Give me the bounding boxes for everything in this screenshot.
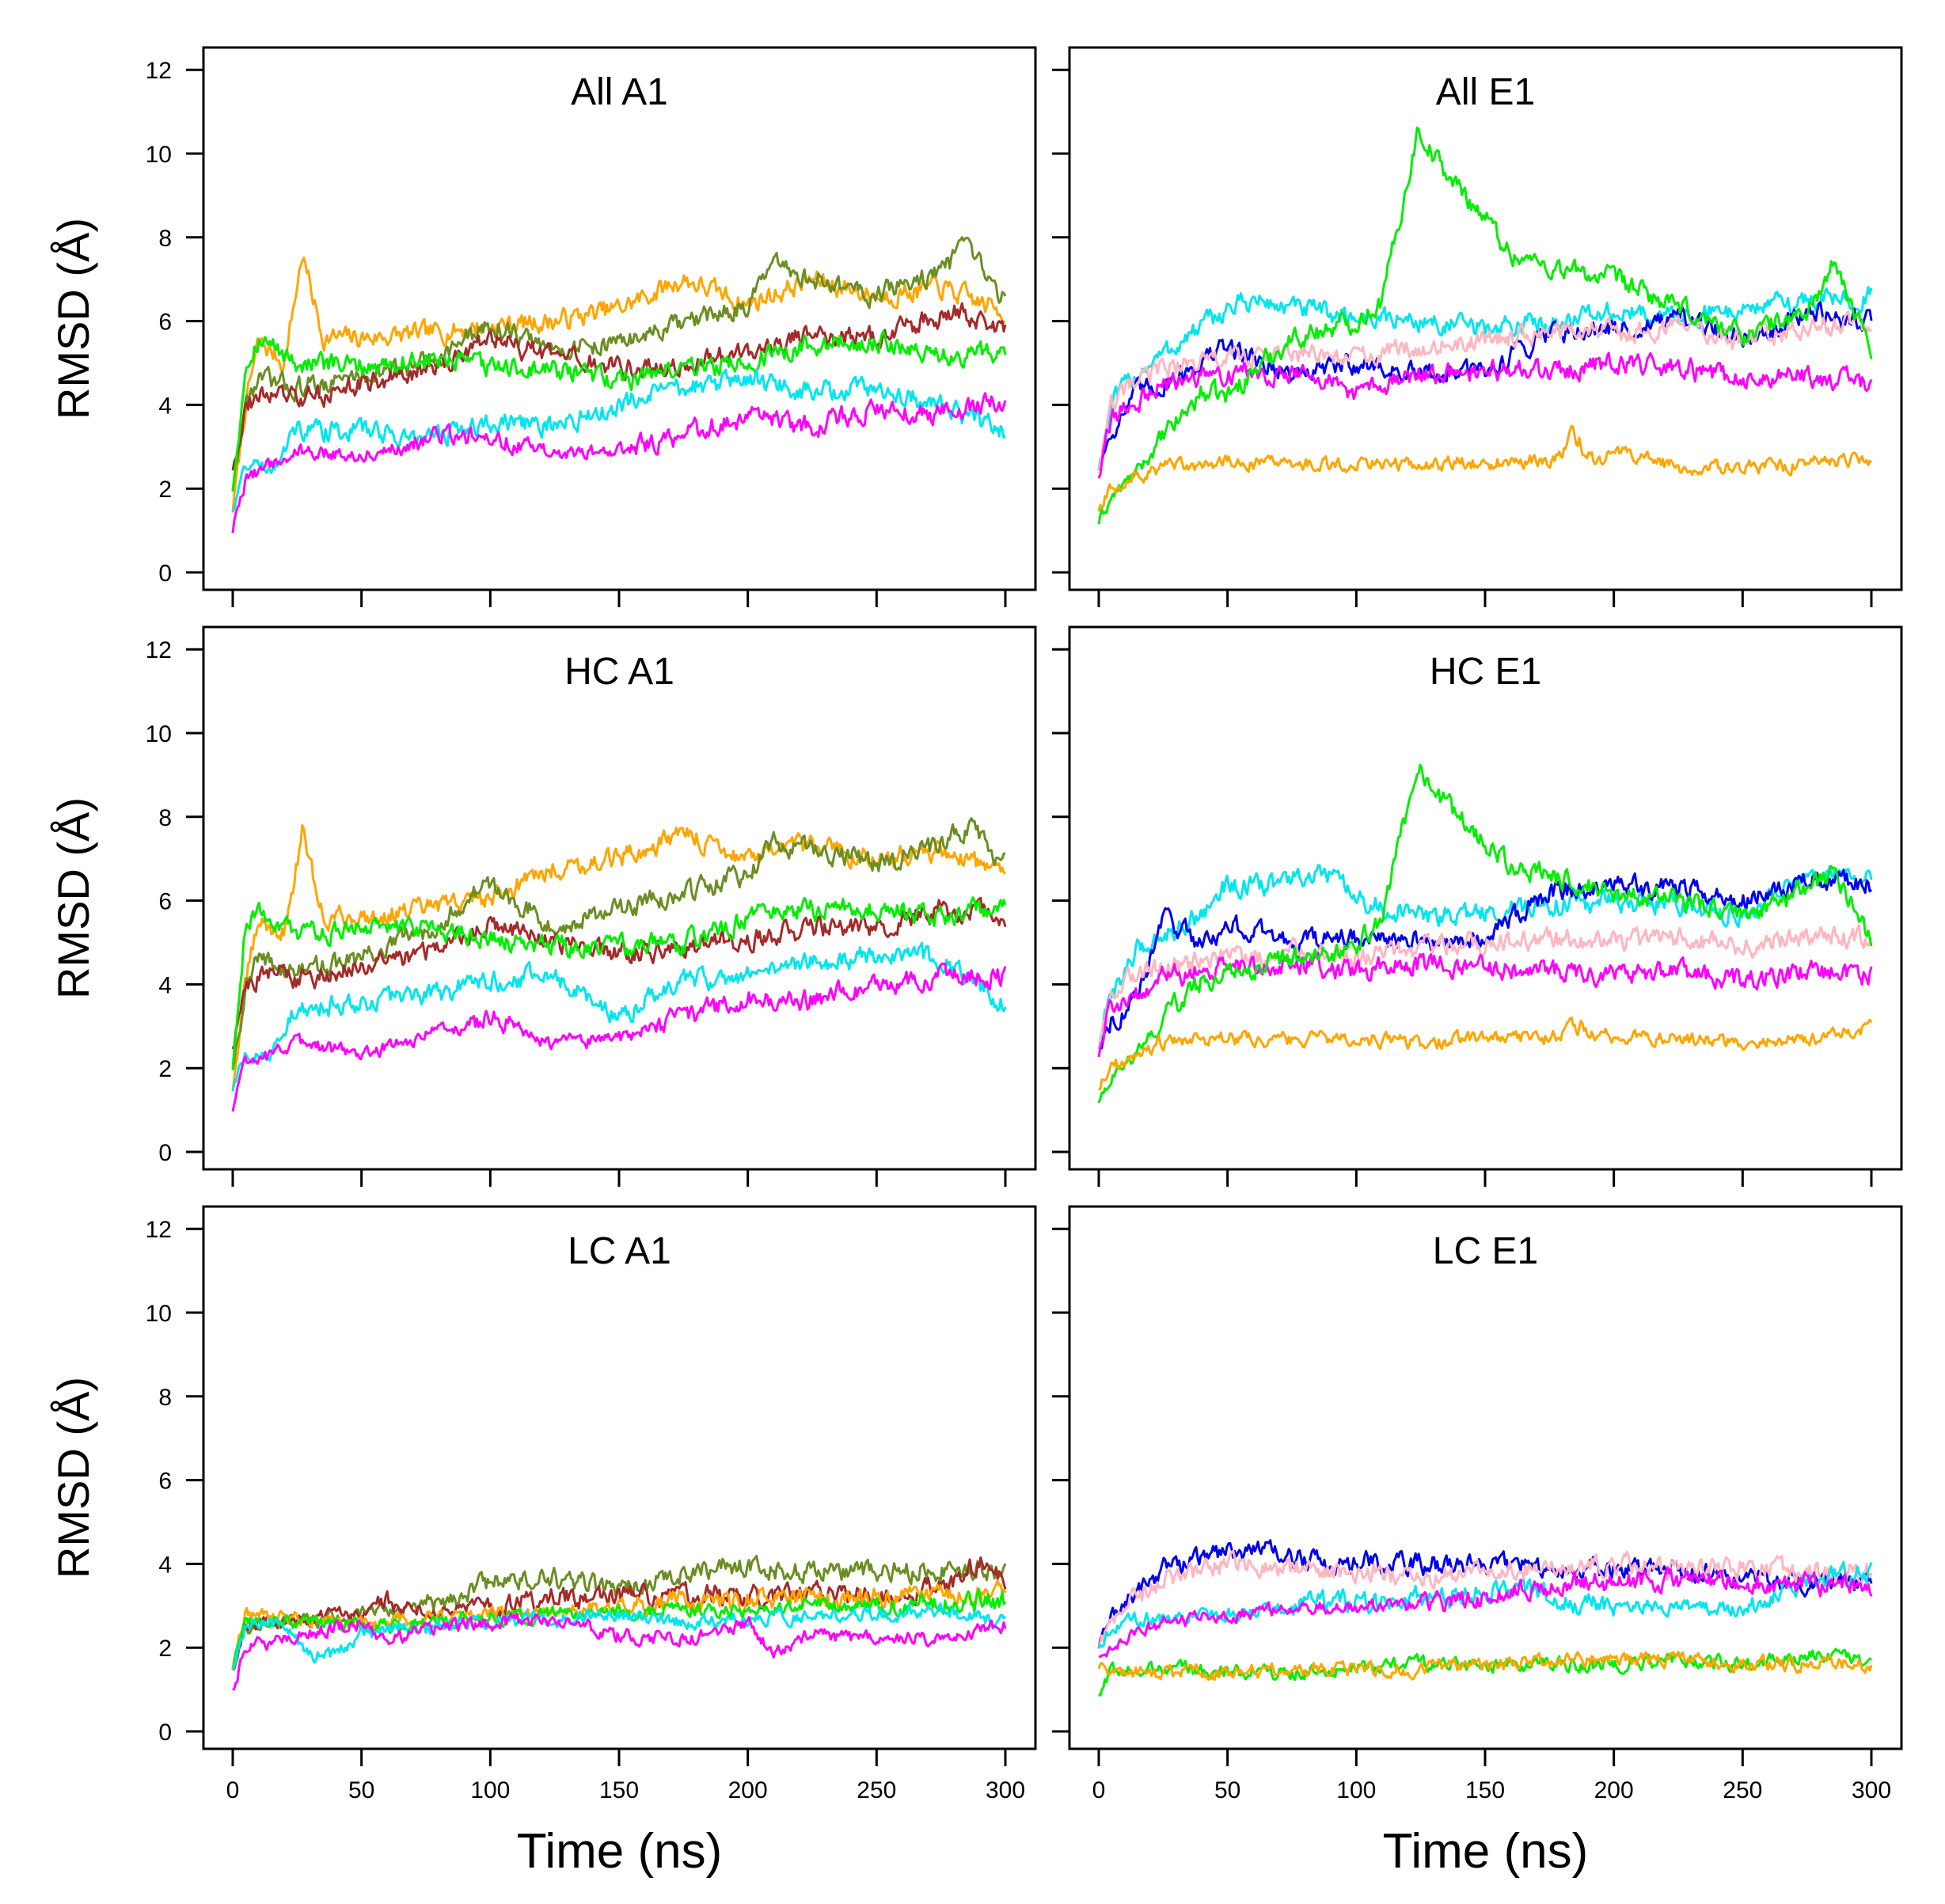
y-axis-label: RMSD (Å) (48, 1377, 98, 1579)
x-axis-label: Time (ns) (1383, 1824, 1588, 1879)
y-tick-label: 4 (158, 393, 172, 419)
y-tick-label: 0 (158, 561, 172, 587)
y-tick-label: 4 (158, 1552, 172, 1578)
series-line-orange (231, 1579, 1007, 1670)
y-tick-label: 2 (158, 1636, 172, 1662)
series-group (231, 1554, 1007, 1691)
panel-all-e1: All E1 (1052, 46, 1903, 607)
y-tick-label: 2 (158, 477, 172, 503)
series-group (231, 236, 1007, 534)
series-line-cyan (231, 1602, 1007, 1670)
series-line-pink (1097, 924, 1873, 1049)
series-line-olive (231, 236, 1007, 492)
series-line-cyan (231, 941, 1007, 1091)
panel-title: All A1 (571, 71, 668, 113)
y-tick-label: 2 (158, 1056, 172, 1082)
series-line-magenta (231, 962, 1007, 1112)
series-line-olive (231, 817, 1005, 1070)
y-tick-label: 10 (146, 721, 172, 747)
plot-frame (202, 625, 1037, 1171)
x-tick-label: 150 (1465, 1777, 1505, 1803)
series-line-cyan (231, 368, 1007, 513)
series-line-green (231, 896, 1007, 1070)
series-line-blue (1097, 1539, 1873, 1649)
series-line-olive (232, 1554, 1007, 1671)
y-tick-label: 12 (146, 1217, 172, 1243)
series-line-magenta (231, 1612, 1007, 1691)
y-tick-label: 0 (158, 1720, 172, 1746)
x-tick-label: 300 (1852, 1777, 1891, 1803)
y-tick-label: 6 (158, 1469, 172, 1495)
x-tick-label: 200 (728, 1777, 768, 1803)
plot-frame (1068, 46, 1903, 591)
y-axis-label: RMSD (Å) (48, 218, 98, 420)
series-line-brown (231, 896, 1007, 1050)
x-tick-label: 0 (1092, 1777, 1106, 1803)
x-tick-label: 250 (1723, 1777, 1762, 1803)
series-group (1097, 763, 1873, 1104)
series-line-magenta (231, 392, 1007, 534)
y-tick-label: 6 (158, 889, 172, 915)
panel-lc-a1: LC A1 0 2 4 6 8 10 12 0 50 100 150 200 250 300 RMSD (Å)… (48, 1205, 1037, 1879)
series-line-pink (1097, 1549, 1873, 1649)
panel-title: LC E1 (1433, 1230, 1538, 1272)
panel-title: All E1 (1436, 71, 1535, 113)
panel-title: LC A1 (568, 1230, 671, 1272)
y-tick-label: 0 (158, 1140, 172, 1166)
y-tick-label: 8 (158, 226, 172, 252)
y-tick-label: 8 (158, 1385, 172, 1411)
series-line-orange (1097, 424, 1873, 512)
plot-frame (202, 46, 1037, 591)
series-line-green (1097, 126, 1873, 525)
panel-lc-e1: LC E1 0 50 100 150 200 250 300 Time (ns) (1052, 1205, 1903, 1879)
series-line-cyan (1097, 864, 1873, 1050)
x-tick-label: 100 (470, 1777, 510, 1803)
series-line-green (1098, 1647, 1872, 1697)
y-tick-label: 10 (146, 142, 172, 168)
y-tick-label: 4 (158, 972, 172, 998)
x-tick-label: 150 (599, 1777, 639, 1803)
x-tick-label: 200 (1594, 1777, 1634, 1803)
series-line-orange (1097, 1016, 1873, 1092)
x-tick-label: 50 (348, 1777, 374, 1803)
x-tick-label: 0 (226, 1777, 240, 1803)
series-line-green (231, 329, 1007, 492)
panel-title: HC A1 (564, 651, 674, 693)
series-group (1097, 126, 1873, 525)
series-group (231, 817, 1007, 1112)
series-line-magenta (1098, 1566, 1873, 1658)
y-axis-label: RMSD (Å) (48, 797, 98, 999)
y-tick-label: 12 (146, 58, 172, 84)
series-line-magenta (1097, 352, 1873, 479)
series-line-green (1097, 763, 1873, 1104)
panel-hc-e1: HC E1 (1052, 625, 1903, 1187)
x-tick-label: 250 (857, 1777, 896, 1803)
series-line-orange (1097, 1651, 1873, 1682)
x-tick-label: 50 (1214, 1777, 1240, 1803)
series-line-magenta (1097, 952, 1873, 1058)
y-tick-label: 12 (146, 637, 172, 663)
panel-title: HC E1 (1430, 651, 1541, 693)
plot-frame (202, 1205, 1037, 1750)
panel-all-a1: All A1 0 2 4 6 8 10 12 RMSD (Å) (48, 46, 1037, 607)
series-group (1097, 1539, 1873, 1697)
series-line-cyan (1097, 286, 1873, 471)
x-tick-label: 300 (986, 1777, 1025, 1803)
x-tick-label: 100 (1336, 1777, 1376, 1803)
x-axis-label: Time (ns) (517, 1824, 722, 1879)
y-tick-label: 8 (158, 805, 172, 831)
y-tick-label: 10 (146, 1301, 172, 1327)
panel-hc-a1: HC A1 0 2 4 6 8 10 12 RMSD (Å) (48, 625, 1037, 1187)
y-tick-label: 6 (158, 310, 172, 336)
